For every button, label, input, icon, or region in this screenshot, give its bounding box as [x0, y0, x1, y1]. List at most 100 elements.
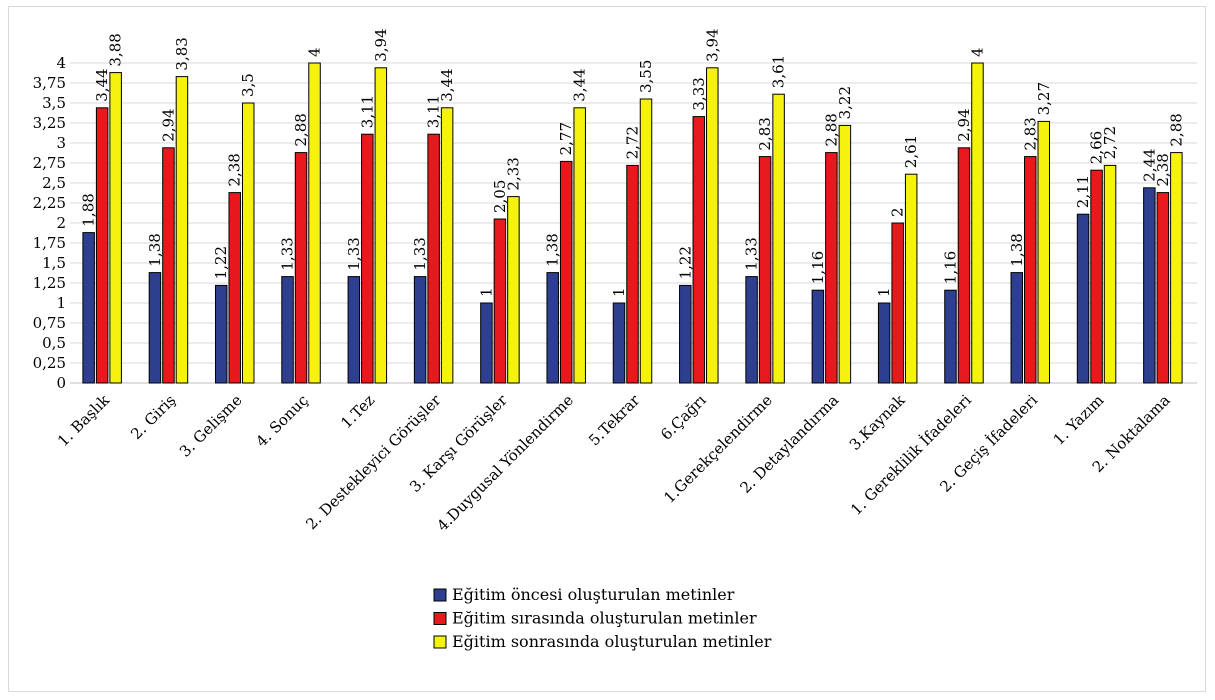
- data-label: 1,16: [941, 251, 959, 284]
- bar: [612, 302, 626, 384]
- category-label: 1.Gerekçelendirme: [660, 391, 776, 507]
- bar: [493, 218, 507, 384]
- y-tick-label: 3: [56, 134, 66, 152]
- bar: [1076, 213, 1090, 384]
- bar: [891, 222, 904, 384]
- category-label: 4. Sonuç: [252, 391, 311, 450]
- category-label: 1. Yazım: [1050, 391, 1108, 449]
- bar: [228, 192, 241, 384]
- data-label: 2,88: [1167, 113, 1185, 146]
- legend-label: Eğitim sonrasında oluşturulan metinler: [452, 632, 772, 651]
- bar: [1156, 192, 1170, 384]
- bar: [877, 302, 891, 384]
- y-tick-label: 0,75: [33, 314, 66, 332]
- bar: [413, 276, 427, 384]
- y-tick-label: 3,5: [42, 94, 66, 112]
- data-label: 3,27: [1035, 82, 1053, 115]
- y-tick-label: 1,5: [42, 254, 66, 272]
- category-label: 2. Giriş: [127, 391, 179, 443]
- category-label: 2. Destekleyici Görüşler: [302, 391, 445, 534]
- data-label: 2,77: [557, 122, 575, 155]
- data-label: 1,22: [676, 246, 694, 279]
- chart-frame: [8, 6, 1206, 692]
- category-label: 3.Kaynak: [846, 390, 909, 453]
- bar: [811, 289, 825, 384]
- data-label: 3,11: [425, 95, 443, 128]
- bar: [904, 173, 918, 384]
- category-label: 3. Gelişme: [176, 391, 246, 461]
- data-label: 3,55: [637, 60, 655, 93]
- data-label: 4: [306, 47, 324, 57]
- bar: [1090, 169, 1103, 384]
- data-label: 1,33: [411, 237, 429, 270]
- data-label: 2,38: [1154, 153, 1172, 186]
- y-tick-label: 2,25: [33, 194, 66, 212]
- bar: [758, 156, 772, 384]
- bar: [507, 196, 520, 384]
- y-tick-label: 0: [56, 374, 66, 392]
- bar: [679, 284, 692, 384]
- category-label: 1. Başlık: [54, 390, 114, 450]
- bar: [294, 152, 308, 384]
- bar: [440, 107, 454, 384]
- y-tick-label: 4: [56, 54, 66, 72]
- category-label: 5.Tekrar: [585, 391, 644, 450]
- bar: [162, 147, 175, 384]
- data-label: 2,94: [955, 108, 973, 141]
- data-label: 1,33: [743, 237, 761, 270]
- y-tick-label: 1: [56, 294, 66, 312]
- data-label: 1: [875, 287, 893, 297]
- bar: [944, 289, 957, 384]
- bar: [1037, 120, 1051, 384]
- bar: [308, 62, 321, 384]
- data-label: 3,22: [836, 86, 854, 119]
- data-label: 2,83: [1021, 117, 1039, 150]
- y-tick-label: 0,5: [42, 334, 66, 352]
- legend-swatch: [433, 635, 447, 649]
- bar: [374, 67, 388, 384]
- data-label: 3,11: [358, 95, 376, 128]
- bar: [838, 124, 852, 384]
- data-label: 3,94: [372, 28, 390, 61]
- bar: [241, 102, 255, 384]
- bar: [175, 76, 189, 384]
- data-label: 2,66: [1088, 131, 1106, 164]
- category-label: 4.Duygusal Yönlendirme: [433, 391, 577, 535]
- bar: [82, 232, 95, 384]
- data-label: 3,44: [438, 68, 456, 101]
- y-tick-label: 2: [56, 214, 66, 232]
- bar: [281, 276, 294, 384]
- bar: [109, 72, 122, 384]
- bar: [957, 147, 971, 384]
- data-label: 1,16: [809, 251, 827, 284]
- legend-swatch: [433, 612, 447, 625]
- data-label: 1,33: [279, 237, 297, 270]
- bar: [825, 152, 838, 384]
- bar: [692, 116, 706, 384]
- category-label: 1.Tez: [337, 391, 378, 432]
- data-label: 3,83: [173, 37, 191, 70]
- data-label: 3,33: [690, 77, 708, 110]
- data-label: 2: [889, 207, 907, 217]
- category-label: 6.Çağrı: [657, 391, 710, 444]
- bar: [1024, 156, 1037, 384]
- y-tick-label: 1,25: [33, 274, 66, 292]
- data-label: 2,83: [756, 117, 774, 150]
- data-label: 2,38: [226, 153, 244, 186]
- data-label: 1,33: [345, 237, 363, 270]
- bar: [214, 284, 228, 384]
- legend-label: Eğitim sırasında oluşturulan metinler: [452, 609, 757, 628]
- data-label: 4: [968, 47, 986, 57]
- bar: [95, 107, 109, 384]
- category-label: 1. Gereklilik İfadeleri: [847, 391, 975, 519]
- y-tick-label: 2,5: [42, 174, 66, 192]
- legend-label: Eğitim öncesi oluşturulan metinler: [452, 585, 735, 604]
- bar: [1143, 187, 1156, 384]
- bar: [706, 67, 719, 384]
- data-label: 2,11: [1074, 175, 1092, 208]
- data-label: 1,88: [80, 193, 98, 226]
- bar: [745, 276, 758, 384]
- data-label: 3,94: [703, 28, 721, 61]
- data-label: 3,44: [571, 68, 589, 101]
